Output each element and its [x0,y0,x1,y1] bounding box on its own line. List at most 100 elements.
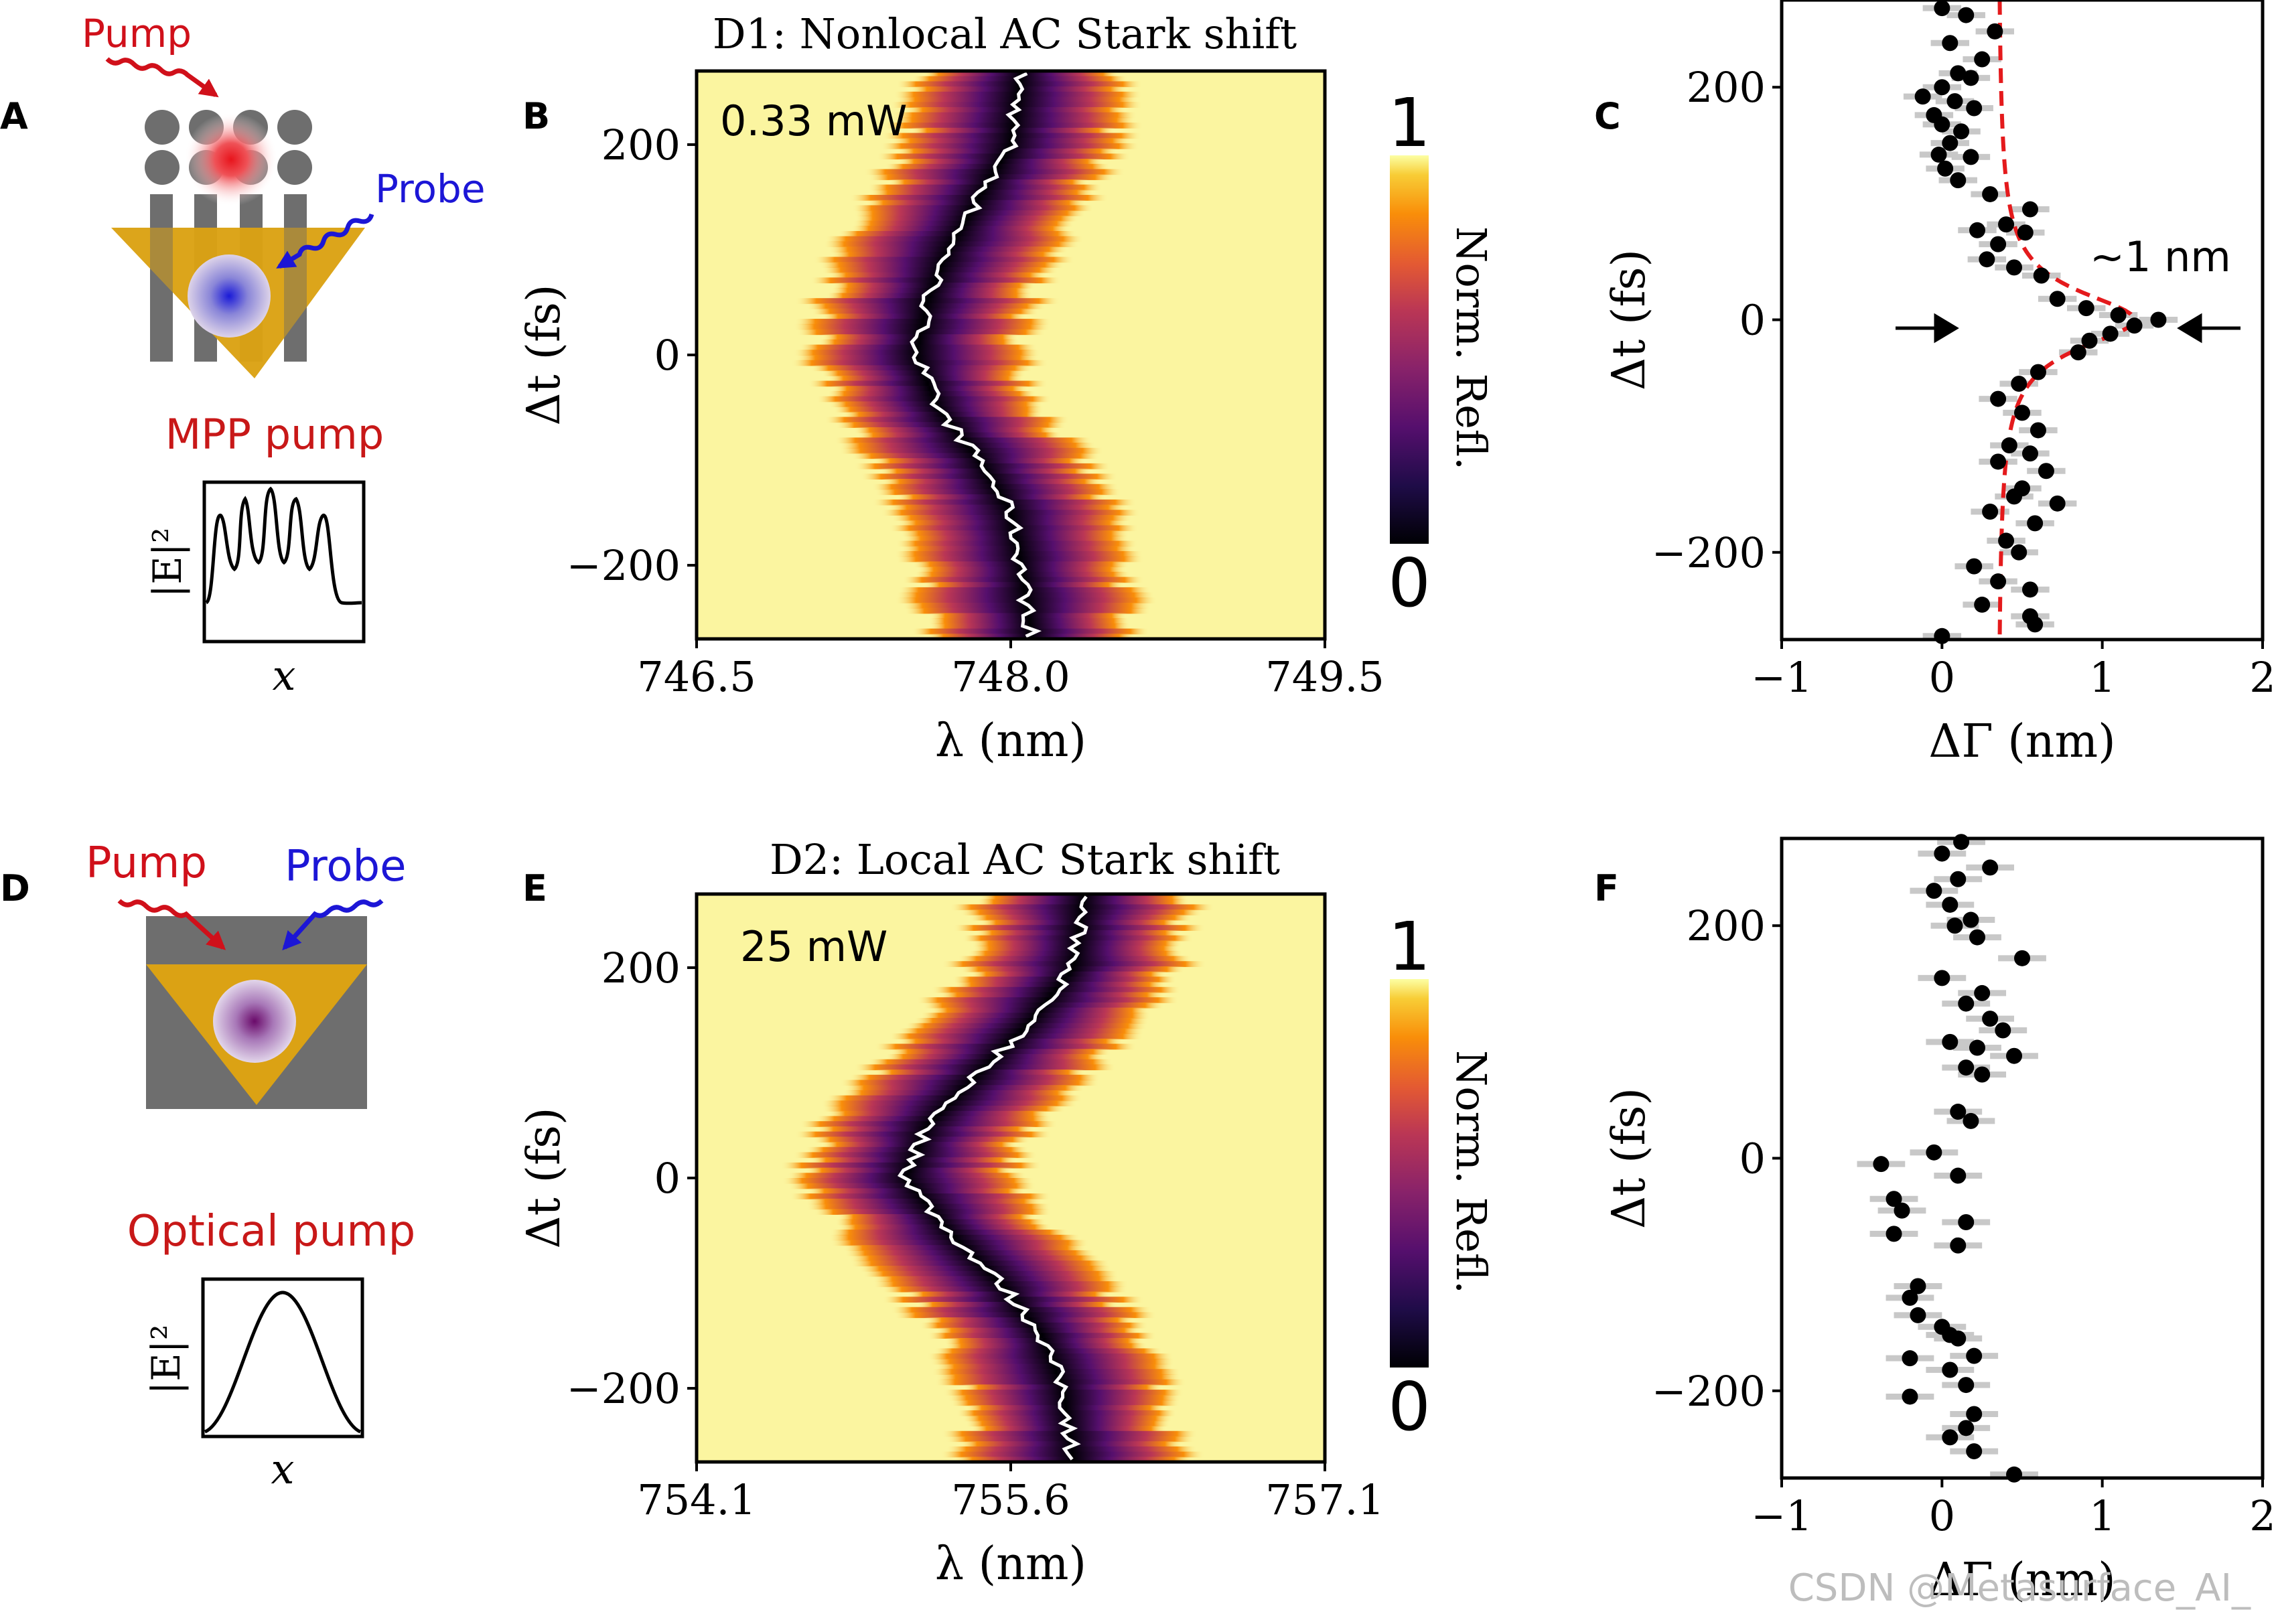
panel-e-heatmap-row [971,1426,1167,1432]
panel-b-power: 0.33 mW [720,96,907,145]
panel-f-data-point [1950,1237,1967,1254]
panel-b-heatmap-row [819,262,1065,268]
panel-a-inset-xlabel: x [273,651,296,700]
panel-f-ylabel: Δt (fs) [1603,1088,1656,1229]
panel-d-spot [213,980,296,1063]
panel-a-caption: MPP pump [165,410,384,459]
panel-e-frame [695,892,1327,1464]
panel-f-data-point [2014,950,2030,966]
panel-c-data-point [1998,216,2015,233]
panel-c-data-point [2011,544,2028,561]
panel-e-heatmap-row [873,1276,1119,1282]
panel-d-pump-wave [117,899,226,950]
panel-b-heatmap-row [893,112,1137,119]
panel-d: D Pump Probe Optical pump |E|² x [0,838,415,1493]
panel-c-xtick-label: 2 [2249,653,2275,702]
panel-b-heatmap-row [829,401,1044,408]
panel-c-data-point [2017,224,2034,241]
panel-b-heatmap-row [853,427,1057,433]
panel-e-heatmap-row [927,1333,1157,1339]
panel-e-heatmap-row [814,1209,1052,1215]
panel-f-data-point [1942,896,1959,913]
panel-d-inset-frame [201,1277,364,1438]
panel-f-ytick-label: 0 [1739,1134,1766,1183]
panel-e-heatmap-row [953,925,1206,931]
panel-e-title: D2: Local AC Stark shift [770,835,1280,884]
panel-e-heatmap-row [960,966,1185,972]
panel-b-heatmap-row [912,628,1150,635]
panel-b-heatmap-row [900,530,1130,536]
panel-c-data-point [1950,172,1967,189]
panel-d-pump-label: Pump [86,838,207,888]
panel-e-xtick-label: 755.6 [951,1475,1070,1524]
panel-d-letter: D [0,867,30,909]
panel-e-heatmap-row [940,1451,1205,1458]
panel-b-heatmap-row [806,303,1046,309]
panel-e-heatmap-row [924,1317,1135,1323]
panel-c-frame [1780,0,2265,642]
panel-c-data-point [1934,116,1950,133]
panel-e-heatmap-row [898,1028,1145,1035]
panel-f-scatter: −1 0 1 2 −200 0 200 ΔΓ (nm) Δt (fs) [1603,834,2276,1607]
panel-e-heatmap-row [962,935,1194,942]
panel-b-heatmap-row [821,267,1058,273]
panel-c-data-point [2049,495,2066,512]
panel-f-xlabel: ΔΓ (nm) [1928,1554,2115,1607]
panel-b-letter: B [522,95,550,137]
panel-e-heatmap-row [788,1183,1036,1189]
panel-d-caption: Optical pump [127,1207,416,1256]
panel-e-ytick-label: 200 [601,944,681,992]
panel-f-data-point [1982,859,1999,876]
panel-c-data-point [1934,0,1950,17]
panel-c-data-point [2006,488,2023,505]
panel-f-data-point [1958,1059,1975,1076]
panel-b-ytick-label: −200 [567,541,681,590]
panel-f-data-point [1958,1420,1975,1436]
panel-b-heatmap-row [885,163,1111,170]
panel-a-inset-curve [205,486,362,605]
panel-c-data-point [1990,453,2007,470]
panel-f-data-point [1942,1429,1959,1446]
panel-c-data-point [2150,311,2167,328]
panel-b-colorbar-min: 0 [1388,544,1431,622]
panel-e-heatmap-row [952,976,1177,983]
panel-f-data-point [1953,834,1970,851]
panel-f-data-point [1886,1226,1902,1242]
panel-e-heatmap-row [959,1441,1183,1447]
panel-c-xtick-label: 0 [1929,653,1955,702]
panel-c-data-point [1990,573,2007,590]
panel-b-heatmap-row [912,76,1129,82]
panel-c-data-point [2021,201,2038,218]
panel-c-data-point [2078,300,2094,317]
panel-b-heatmap-row [794,319,1052,325]
panel-e: E D2: Local AC Stark shift 754.1 755.6 757… [518,835,1496,1591]
panel-a-inset-frame [202,480,366,644]
panel-b-heatmap-row [798,344,1038,351]
panel-b-heatmap-row [835,437,1092,444]
panel-e-colorbar-label: Norm. Refl. [1447,1050,1496,1294]
panel-e-heatmap-row [809,1157,1017,1163]
panel-c-data-point [1963,70,1979,86]
panel-e-heatmap-row [970,971,1167,978]
panel-f-data-point [1958,1214,1975,1230]
panel-e-heatmap-row [799,1121,1058,1127]
panel-f-data-point [1958,995,1975,1012]
panel-b-heatmap-row [826,293,1034,299]
panel-a-inset-ylabel: |E|² [145,528,190,598]
panel-b-heatmap-row [825,417,1070,423]
panel-f-data-point [1958,1377,1975,1394]
panel-e-heatmap-row [787,1173,1027,1179]
panel-f-xtick-label: 1 [2089,1491,2115,1540]
panel-e-heatmap-row [827,1110,1051,1117]
panel-e-colorbar [1390,979,1429,1368]
panel-b-heatmap-row [895,597,1157,604]
panel-f-data-point [1982,1011,1999,1027]
panel-e-heatmap-row [931,986,1182,993]
panel-e-xtick-label: 757.1 [1265,1475,1384,1524]
panel-f-data-point [1902,1388,1918,1405]
panel-c-xtick-label: −1 [1751,653,1812,702]
panel-b-heatmap-row [854,210,1086,216]
panel-c-data-point [1942,35,1959,52]
panel-c-data-point [1990,390,2007,407]
panel-e-heatmap-row [863,1270,1119,1277]
